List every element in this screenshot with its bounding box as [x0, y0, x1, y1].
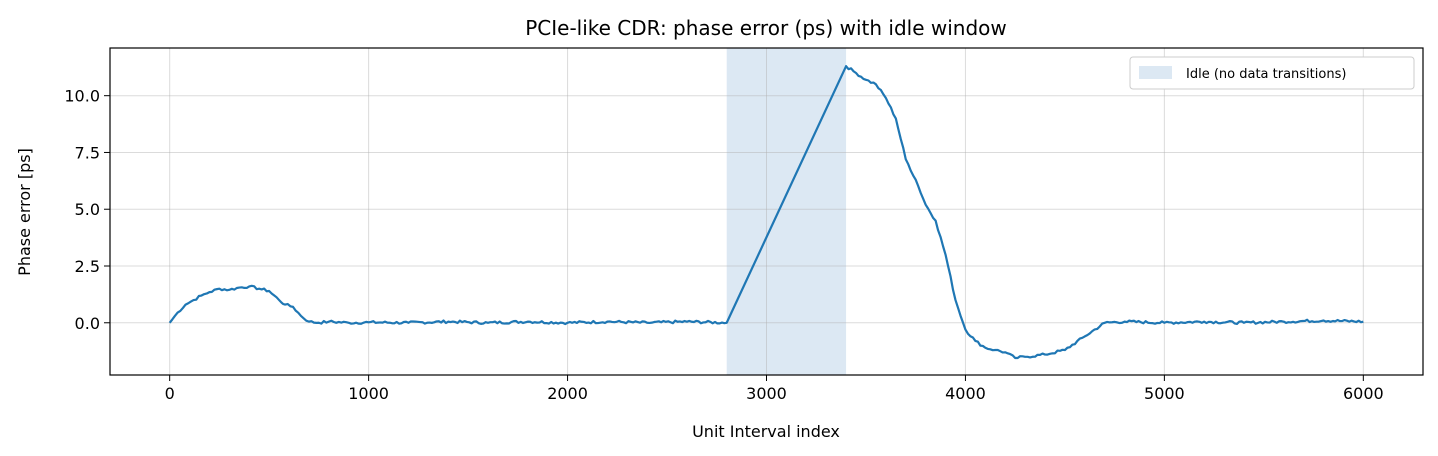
x-tick-label: 3000	[746, 384, 787, 403]
x-tick-label: 1000	[348, 384, 389, 403]
legend-swatch	[1139, 66, 1172, 79]
x-tick-label: 4000	[945, 384, 986, 403]
x-tick-label: 2000	[547, 384, 588, 403]
legend-label: Idle (no data transitions)	[1186, 67, 1346, 82]
axis-ticks: 0 1000 2000 3000 4000 5000 6000 0.0 2.5 5.0 7.5 10.…	[64, 87, 1383, 403]
y-tick-label: 7.5	[75, 143, 100, 162]
y-tick-label: 10.0	[64, 87, 100, 106]
chart-title: PCIe-like CDR: phase error (ps) with idl…	[525, 16, 1007, 40]
y-tick-label: 5.0	[75, 200, 100, 219]
phase-error-line	[168, 65, 1364, 360]
idle-shaded-region	[726, 48, 847, 375]
x-tick-label: 6000	[1343, 384, 1384, 403]
x-tick-label: 5000	[1144, 384, 1185, 403]
plot-frame	[109, 47, 1424, 376]
x-tick-label: 0	[165, 384, 175, 403]
legend: Idle (no data transitions)	[1129, 56, 1415, 90]
y-tick-label: 0.0	[75, 314, 100, 333]
y-tick-label: 2.5	[75, 257, 100, 276]
legend-box	[1129, 56, 1415, 90]
y-axis-label: Phase error [ps]	[15, 148, 34, 276]
x-axis-label: Unit Interval index	[692, 422, 840, 441]
